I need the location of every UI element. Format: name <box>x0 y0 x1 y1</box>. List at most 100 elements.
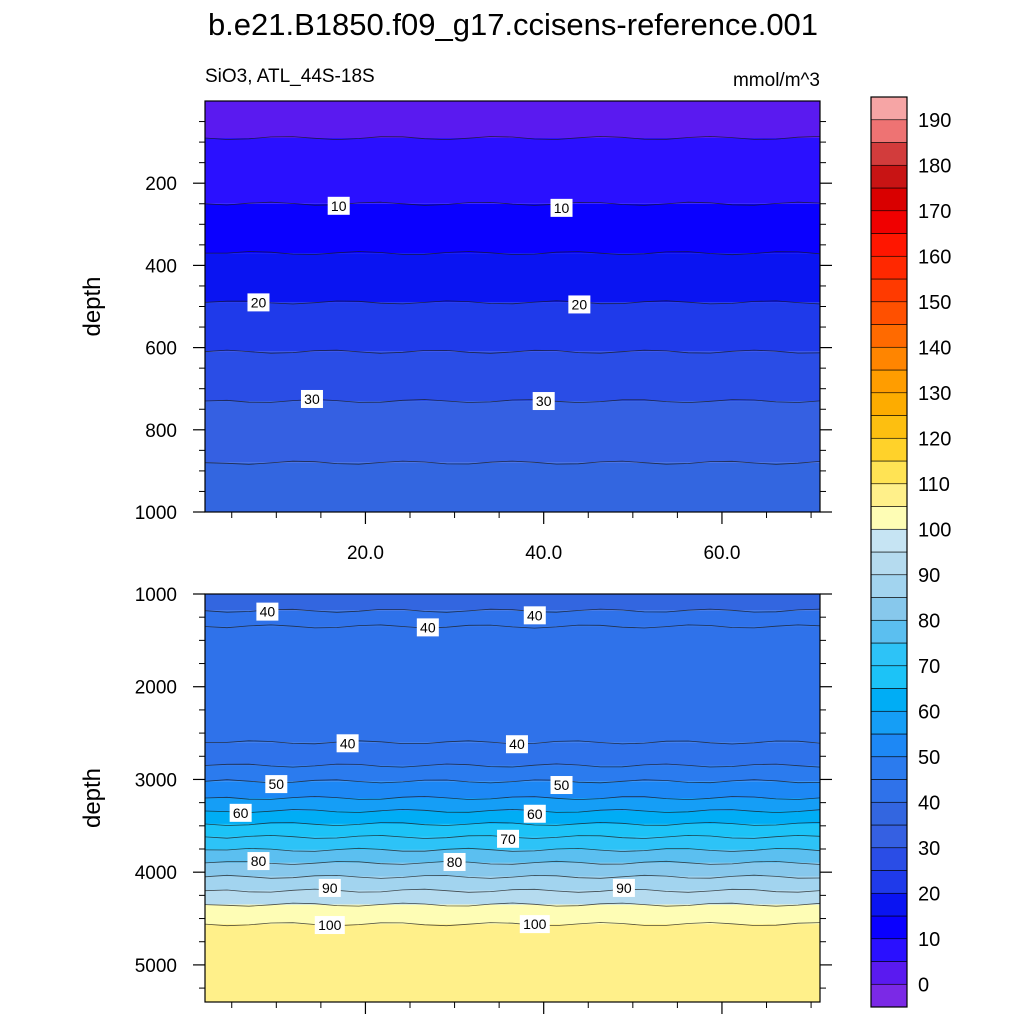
contour-line <box>205 795 820 801</box>
colorbar-swatch <box>870 346 908 371</box>
contour-label-box <box>247 293 270 312</box>
contour-band <box>205 890 820 905</box>
colorbar-frame <box>870 96 908 1008</box>
colorbar-tick-label: 80 <box>918 610 940 632</box>
contour-band <box>205 765 820 782</box>
colorbar-swatch <box>870 301 908 325</box>
colorbar-swatch <box>870 961 908 985</box>
colorbar-swatch <box>870 142 908 166</box>
contour-band <box>205 862 820 877</box>
y-tick-label: 4000 <box>135 863 177 884</box>
contour-line <box>205 763 820 768</box>
contour-label-box <box>519 915 550 934</box>
contour-band <box>205 462 820 512</box>
colorbar-swatch <box>870 506 908 530</box>
colorbar-swatch <box>870 847 908 871</box>
contour-label-box <box>532 392 555 411</box>
colorbar-swatch <box>870 665 908 689</box>
colorbar-swatch <box>870 733 908 758</box>
plot-frame <box>204 593 821 1003</box>
contour-label-box <box>416 618 439 637</box>
x-tick-label: 20.0 <box>347 543 384 564</box>
contour-line <box>205 201 820 206</box>
colorbar-swatch <box>870 710 908 735</box>
colorbar-swatch <box>870 597 908 621</box>
colorbar-swatch <box>870 324 908 348</box>
contour-band <box>205 203 820 254</box>
contour-line <box>205 821 820 827</box>
contour-line <box>205 888 820 893</box>
subtitle-units: mmol/m^3 <box>733 70 820 91</box>
colorbar-tick-label: 20 <box>918 883 940 905</box>
contour-label: 80 <box>447 854 463 870</box>
contour-label: 70 <box>500 831 516 847</box>
contour-band <box>205 924 820 1002</box>
contour-label-box <box>550 776 573 795</box>
contour-band <box>205 401 820 463</box>
contour-label: 90 <box>616 880 632 896</box>
y-tick-label: 200 <box>145 174 177 195</box>
y-tick-label: 600 <box>145 339 177 360</box>
colorbar-tick-label: 190 <box>918 110 951 132</box>
colorbar-swatch <box>870 255 908 280</box>
colorbar-tick-label: 180 <box>918 155 951 177</box>
colorbar-swatch <box>870 756 908 780</box>
contour-band <box>205 810 820 824</box>
contour-label: 50 <box>269 776 285 792</box>
contour-band <box>205 610 820 627</box>
contour-label: 90 <box>322 880 338 896</box>
colorbar-tick-label: 10 <box>918 929 940 951</box>
contour-line <box>205 349 820 354</box>
colorbar-swatch <box>870 915 908 940</box>
contour-label-box <box>265 775 288 794</box>
colorbar-tick-label: 130 <box>918 383 951 405</box>
colorbar-tick-label: 100 <box>918 519 951 541</box>
lower-panel: 40 40 40 40 40 50 50 60 60 70 80 80 90 90 100 100 1000 20… <box>79 585 832 1014</box>
contour-line <box>205 922 820 927</box>
upper-panel: 10 10 20 20 30 30 200 400 600 800 1000 20.0 40.0 60.0… <box>79 100 832 564</box>
colorbar-swatch <box>870 938 908 962</box>
colorbar-tick-label: 140 <box>918 337 951 359</box>
contour-label-box <box>505 735 528 754</box>
colorbar: 0 10 20 30 40 50 60 70 80 90 100 110 120 130 140 150 160… <box>870 96 951 1008</box>
y-tick-label: 5000 <box>135 956 177 977</box>
contour-label: 30 <box>304 391 320 407</box>
colorbar-swatch <box>870 619 908 644</box>
contour-label: 30 <box>536 393 552 409</box>
contour-band <box>205 742 820 766</box>
colorbar-tick-label: 120 <box>918 428 951 450</box>
y-tick-label: 2000 <box>135 678 177 699</box>
contour-label: 20 <box>251 294 267 310</box>
y-axis-label: depth <box>79 276 106 336</box>
contour-band <box>205 302 820 352</box>
contour-label: 10 <box>331 198 347 214</box>
contour-band <box>205 253 820 303</box>
contour-band <box>205 351 820 402</box>
y-axis-label: depth <box>79 768 106 828</box>
contour-band <box>205 626 820 743</box>
subtitle-variable: SiO3, ATL_44S-18S <box>205 66 375 87</box>
contour-line <box>205 624 820 629</box>
colorbar-swatch <box>870 164 908 189</box>
contour-label-box <box>523 804 546 823</box>
contour-line <box>205 902 820 907</box>
colorbar-tick-label: 90 <box>918 565 940 587</box>
contour-band <box>205 876 820 891</box>
colorbar-tick-label: 160 <box>918 246 951 268</box>
contour-label-box <box>314 916 345 935</box>
colorbar-swatch <box>870 233 908 257</box>
colorbar-swatch <box>870 528 908 553</box>
x-tick-label: 60.0 <box>703 543 740 564</box>
contour-line <box>205 135 820 141</box>
contour-line <box>205 847 820 852</box>
colorbar-tick-label: 70 <box>918 656 940 678</box>
y-tick-label: 3000 <box>135 770 177 791</box>
contour-band <box>205 594 820 611</box>
contour-label-box <box>300 389 323 408</box>
contour-band <box>205 904 820 925</box>
colorbar-tick-label: 40 <box>918 792 940 814</box>
contour-line <box>205 779 820 784</box>
contour-label: 80 <box>251 853 267 869</box>
colorbar-swatch <box>870 983 908 1008</box>
